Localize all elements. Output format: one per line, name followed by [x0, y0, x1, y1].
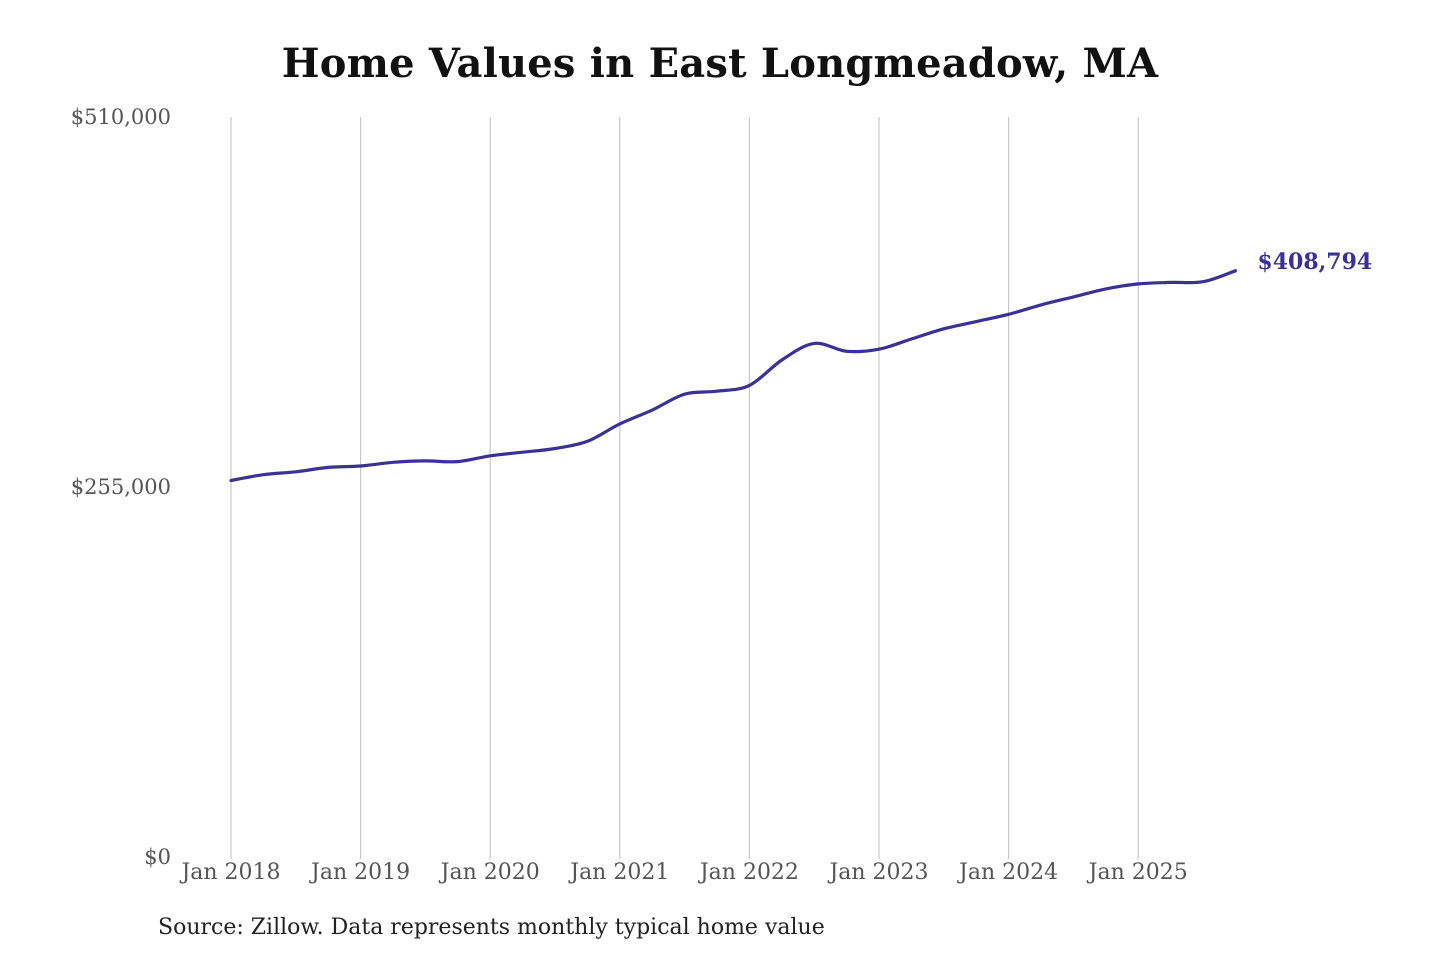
- x-tick-label: Jan 2023: [827, 860, 928, 885]
- x-tick-label: Jan 2024: [957, 860, 1058, 885]
- x-tick-label: Jan 2020: [439, 860, 540, 885]
- source-note: Source: Zillow. Data represents monthly …: [158, 915, 825, 940]
- x-tick-label: Jan 2025: [1087, 860, 1188, 885]
- x-tick-label: Jan 2021: [568, 860, 669, 885]
- chart-title: Home Values in East Longmeadow, MA: [281, 40, 1159, 87]
- series-line: [229, 269, 1237, 483]
- y-tick-label: $0: [144, 845, 171, 869]
- end-value-label: $408,794: [1257, 249, 1372, 275]
- y-tick-label: $510,000: [71, 105, 171, 129]
- y-tick-label: $255,000: [71, 475, 171, 499]
- x-tick-label: Jan 2019: [309, 860, 410, 885]
- x-tick-label: Jan 2018: [179, 860, 280, 885]
- x-tick-label: Jan 2022: [698, 860, 799, 885]
